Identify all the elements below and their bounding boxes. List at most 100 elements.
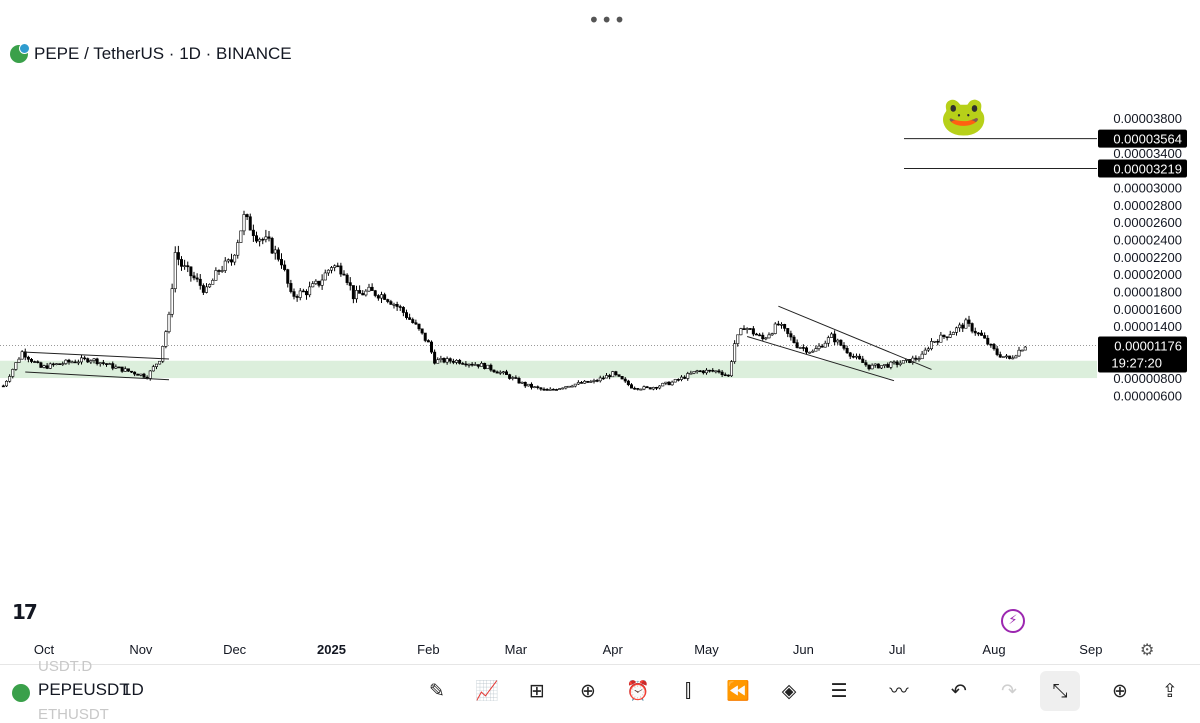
candle-body	[917, 358, 921, 361]
current-price-tag	[1098, 336, 1187, 373]
candle-body	[370, 286, 374, 291]
candle-body	[326, 269, 330, 274]
add-chart-icon[interactable]: ⊕	[1112, 680, 1128, 702]
candle-body	[754, 333, 758, 336]
draw-tool-icon[interactable]: ✎	[429, 680, 445, 702]
collapse-icon[interactable]: ⤡	[1040, 671, 1080, 711]
candle-body	[1004, 355, 1008, 358]
candle-body	[120, 366, 124, 372]
candle-body	[198, 278, 202, 286]
symbol-header[interactable]: PEPE / TetherUS · 1D · BINANCE	[10, 43, 292, 64]
candle-body	[948, 334, 952, 338]
candle-body	[411, 319, 415, 323]
settings-sliders-icon[interactable]: ☰	[830, 680, 848, 702]
candle-body	[542, 388, 546, 391]
candle-body	[123, 368, 127, 372]
bolt-icon[interactable]: ⚡	[1001, 609, 1025, 633]
candle-body	[230, 259, 234, 263]
candle-body	[239, 230, 243, 243]
candle-body	[676, 379, 680, 381]
candle-body	[983, 335, 987, 339]
candle-body	[736, 334, 740, 344]
candle-body	[495, 371, 499, 374]
tradingview-logo-icon: 17	[12, 600, 38, 624]
candle-body	[339, 265, 343, 275]
alert-icon[interactable]: ⏰	[626, 680, 650, 702]
candle-body	[189, 266, 193, 277]
candle-body	[23, 351, 27, 358]
candle-body	[967, 319, 971, 324]
candle-body	[192, 275, 196, 279]
y-tick-label: 0.00003800	[1113, 111, 1182, 126]
candle-body	[486, 364, 490, 369]
candle-body	[698, 370, 702, 373]
candle-body	[976, 332, 980, 335]
candle-body	[586, 380, 590, 383]
interval-selector[interactable]: 1D	[122, 680, 144, 699]
candle-body	[814, 348, 818, 352]
candle-body	[764, 337, 768, 340]
candle-body	[54, 363, 58, 365]
more-dots-icon[interactable]: •••	[588, 8, 627, 32]
candle-body	[801, 347, 805, 349]
candle-body	[211, 280, 215, 285]
candle-body	[301, 290, 305, 293]
candle-body	[683, 376, 687, 379]
candle-body	[108, 363, 112, 365]
candle-body	[961, 324, 965, 329]
candle-body	[117, 366, 121, 369]
symbol-selector[interactable]: PEPEUSDT	[38, 680, 130, 699]
candle-body	[504, 371, 508, 375]
candle-body	[1017, 349, 1021, 357]
y-tick-label: 0.00002400	[1113, 232, 1182, 247]
settings-gear-icon[interactable]: ⚙	[1140, 640, 1155, 659]
layers-icon[interactable]: ◈	[781, 680, 797, 702]
candle-body	[795, 342, 799, 348]
candle-body	[811, 350, 815, 353]
candle-body	[617, 374, 621, 377]
y-tick-label: 0.00002200	[1113, 250, 1182, 265]
add-icon[interactable]: ⊕	[580, 680, 596, 702]
candle-body	[848, 352, 852, 357]
candle-body	[467, 363, 471, 366]
candle-body	[479, 362, 483, 367]
indicators-icon[interactable]: 📈	[475, 680, 499, 702]
candle-body	[726, 374, 730, 377]
candle-body	[404, 312, 408, 318]
y-tick-label: 0.00002000	[1113, 267, 1182, 282]
candle-body	[823, 342, 827, 348]
trend-icon[interactable]: 〰	[889, 680, 909, 702]
candle-body	[398, 306, 402, 308]
candle-body	[295, 296, 299, 298]
candle-body	[236, 242, 240, 256]
candle-body	[8, 376, 12, 382]
candle-body	[308, 286, 312, 296]
candle-body	[392, 304, 396, 306]
candle-body	[298, 290, 302, 298]
replay-icon[interactable]: ⏪	[726, 680, 750, 702]
chart-canvas[interactable]: 0.00003800 0.00003400 0.00003000 0.00002800…	[0, 0, 1200, 664]
candle-body	[533, 386, 537, 388]
candle-body	[889, 361, 893, 368]
candle-body	[933, 340, 937, 343]
candle-body	[389, 301, 393, 305]
candle-body	[386, 299, 390, 302]
candle-body	[861, 358, 865, 363]
price-tag-1	[1098, 129, 1187, 148]
candle-body	[670, 381, 674, 386]
layouts-icon[interactable]: ⊞	[529, 680, 545, 702]
x-tick-label: Jul	[889, 642, 906, 657]
candle-body	[514, 377, 518, 379]
undo-icon[interactable]: ↶	[951, 680, 967, 702]
chart-type-icon[interactable]: ⫿	[684, 680, 692, 702]
candle-body	[76, 361, 80, 364]
candle-body	[539, 387, 543, 390]
candle-body	[279, 259, 283, 266]
candle-body	[248, 216, 252, 231]
redo-icon[interactable]: ↷	[1001, 680, 1017, 702]
candle-body	[89, 360, 93, 363]
candle-body	[201, 285, 205, 293]
share-icon[interactable]: ⇪	[1162, 680, 1178, 702]
candle-body	[304, 290, 308, 296]
candle-body	[376, 295, 380, 299]
